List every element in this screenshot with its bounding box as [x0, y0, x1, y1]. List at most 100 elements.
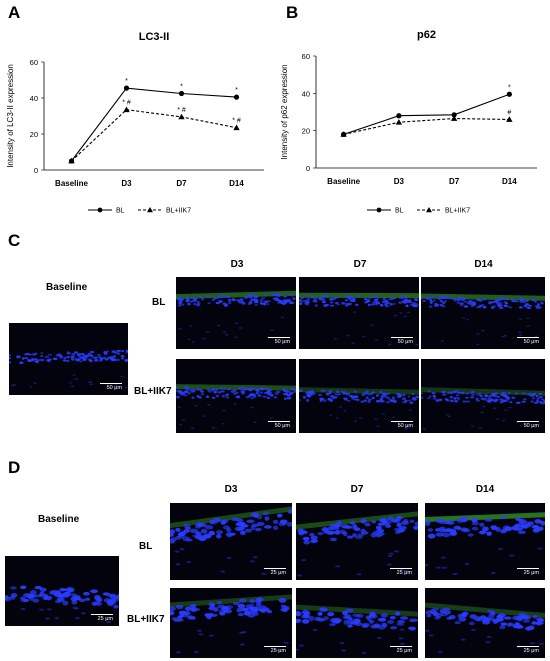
- nucleus: [499, 401, 503, 404]
- stromal-nucleus: [222, 409, 226, 412]
- nucleus: [332, 297, 337, 301]
- stromal-nucleus: [202, 338, 206, 340]
- nucleus: [534, 300, 537, 303]
- stromal-nucleus: [74, 378, 79, 380]
- nucleus: [479, 394, 484, 397]
- nucleus: [446, 391, 450, 394]
- nucleus: [478, 392, 482, 396]
- nucleus: [396, 522, 402, 528]
- nucleus: [389, 297, 395, 301]
- nucleus: [65, 359, 70, 362]
- stromal-nucleus: [370, 324, 374, 326]
- nucleus: [299, 389, 303, 393]
- panel-letter-d: D: [8, 458, 21, 477]
- nucleus: [317, 531, 324, 536]
- stromal-nucleus: [406, 311, 410, 314]
- nucleus: [428, 298, 432, 302]
- nucleus: [346, 535, 354, 539]
- chart-1-x-tick-label: Baseline: [327, 177, 360, 186]
- nucleus: [250, 397, 254, 399]
- nucleus: [329, 623, 336, 627]
- stromal-nucleus: [393, 314, 398, 317]
- stromal-nucleus: [518, 318, 523, 320]
- nucleus: [305, 391, 310, 394]
- nucleus: [305, 300, 311, 303]
- nucleus: [238, 598, 247, 603]
- nucleus: [500, 622, 508, 626]
- nucleus: [62, 600, 69, 606]
- nucleus: [512, 615, 521, 621]
- nucleus: [371, 391, 376, 394]
- nucleus: [413, 525, 418, 530]
- nucleus: [494, 398, 499, 401]
- chart-0-x-tick-label: D3: [121, 179, 132, 188]
- nucleus: [328, 389, 333, 393]
- stromal-nucleus: [519, 334, 523, 336]
- stromal-nucleus: [261, 572, 267, 575]
- nucleus: [191, 388, 196, 392]
- nucleus: [208, 602, 216, 607]
- stromal-nucleus: [374, 339, 378, 341]
- stromal-nucleus: [462, 317, 466, 319]
- nucleus: [90, 589, 98, 594]
- nucleus: [484, 518, 493, 522]
- nucleus: [370, 303, 375, 306]
- nucleus: [535, 395, 539, 398]
- nucleus: [380, 394, 384, 398]
- stromal-nucleus: [88, 381, 92, 383]
- nucleus: [460, 302, 464, 306]
- stromal-nucleus: [329, 414, 333, 416]
- nucleus: [347, 399, 351, 402]
- nucleus: [180, 530, 187, 535]
- nucleus: [182, 536, 190, 541]
- nucleus: [80, 352, 85, 356]
- chart-0-series-0-point: [233, 94, 240, 100]
- nucleus: [427, 397, 431, 400]
- stromal-nucleus: [238, 327, 242, 329]
- nucleus: [121, 350, 124, 353]
- nucleus: [511, 525, 519, 530]
- nucleus: [518, 612, 527, 617]
- stromal-nucleus: [534, 335, 538, 337]
- panel-c-col-d7: D7: [353, 259, 367, 270]
- nucleus: [460, 516, 469, 522]
- stromal-nucleus: [495, 418, 500, 420]
- nucleus: [255, 390, 261, 393]
- nucleus: [234, 526, 244, 532]
- nucleus: [353, 398, 359, 401]
- nucleus: [178, 298, 183, 301]
- nucleus: [312, 392, 316, 395]
- nucleus: [439, 303, 444, 307]
- stromal-nucleus: [509, 554, 515, 557]
- nucleus: [537, 306, 542, 309]
- micrograph-image: [170, 503, 292, 580]
- panel-d-col-d3: D3: [224, 484, 238, 495]
- nucleus: [343, 397, 348, 400]
- nucleus: [170, 606, 176, 612]
- nucleus: [99, 357, 104, 361]
- nucleus: [273, 525, 279, 531]
- nucleus: [441, 390, 446, 394]
- nucleus: [363, 399, 368, 402]
- nucleus: [185, 298, 190, 301]
- stromal-nucleus: [387, 554, 393, 557]
- stromal-nucleus: [80, 612, 86, 615]
- scale-bar: [391, 421, 413, 422]
- nucleus: [369, 392, 374, 396]
- nucleus: [107, 356, 112, 359]
- stromal-nucleus: [222, 331, 227, 333]
- nucleus: [307, 297, 311, 300]
- nucleus: [262, 395, 267, 398]
- stromal-nucleus: [338, 406, 343, 408]
- nucleus: [435, 519, 441, 523]
- nucleus: [401, 300, 405, 303]
- nucleus: [106, 350, 110, 353]
- nucleus: [113, 604, 119, 609]
- nucleus: [336, 521, 342, 526]
- nucleus: [124, 359, 128, 362]
- nucleus: [406, 399, 412, 402]
- nucleus: [381, 300, 385, 303]
- panel-d-col-d7: D7: [350, 484, 364, 495]
- micrograph-c-bl-d7: 50 μm: [299, 277, 419, 349]
- nucleus: [321, 527, 329, 532]
